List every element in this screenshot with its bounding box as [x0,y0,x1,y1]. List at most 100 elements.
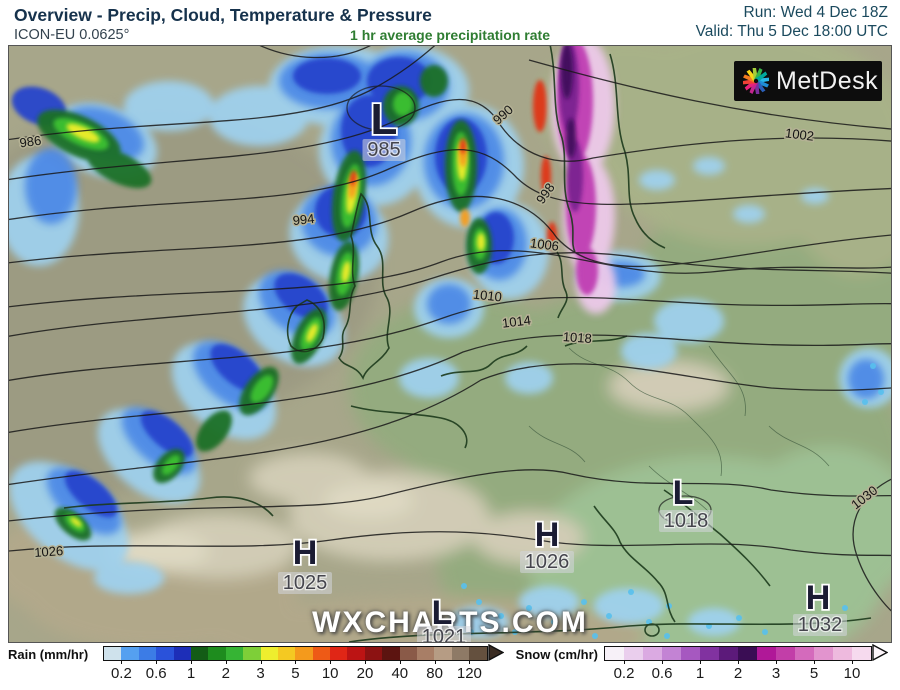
legend-segment [295,647,313,660]
legend-tick-label: 40 [391,665,409,682]
legend-tick-label: 3 [256,665,265,682]
legend-tick [121,660,123,664]
metdesk-pinwheel-icon [743,68,769,94]
metdesk-logo-text: MetDesk [776,66,879,95]
legend-segment [190,647,209,660]
snow-colorbar [604,646,872,661]
legend-tick [662,660,663,664]
isobar-label: 994 [292,211,315,228]
legend-segment [399,647,418,660]
isobar-label: 986 [19,133,43,151]
legend-segment [719,647,738,660]
legend-tick-label: 0.6 [651,665,673,682]
isobar-label: 1002 [784,125,815,143]
legend-segment [643,647,662,660]
legend-segment [121,647,139,660]
legend-segment [208,647,226,660]
legend-tick-label: 80 [426,665,443,682]
legend-segment [662,647,681,660]
rain-legend-arrow [488,644,504,661]
legend-segment [260,647,278,660]
legend-segment [138,647,157,660]
header: Overview - Precip, Cloud, Temperature & … [0,0,900,45]
legend-segment [605,647,624,660]
snow-legend-title: Snow (cm/hr) [515,647,598,662]
legend-tick [700,660,701,664]
rain-legend-title: Rain (mm/hr) [8,647,89,662]
legend-segment [173,647,191,660]
legend-segment [833,647,852,660]
legend-tick-label: 3 [771,665,781,682]
legend-tick-label: 120 [456,665,482,682]
borders [528,345,830,513]
legend-segment [852,647,871,660]
page-title: Overview - Precip, Cloud, Temperature & … [14,5,432,25]
legend-tick-label: 0.2 [110,665,132,682]
legend-tick-label: 1 [695,665,705,682]
legend-segment [364,647,383,660]
legend-tick-label: 0.2 [613,665,635,682]
legend-segment [795,647,814,660]
isobar-label: 1014 [501,312,532,330]
legend-tick [434,660,436,664]
legend-tick [738,660,739,664]
precip-red [349,80,557,250]
legend-segment [347,647,365,660]
legend-segment [243,647,261,660]
legend-segment [776,647,795,660]
legend-segment [469,647,487,660]
legend-segment [330,647,348,660]
rain-colorbar [103,646,488,661]
legend-segment [681,647,700,660]
legend-tick [399,660,401,664]
legend-tick [469,660,471,664]
legend-tick [260,660,262,664]
snow-legend-arrow [872,644,888,661]
weather-map: 986 990 994 998 1002 1006 1010 1014 1018 1026 1030… [8,45,892,643]
legend-tick [225,660,227,664]
isobar-label: 1006 [529,235,560,253]
legend-segment [700,647,719,660]
layer-subtitle: 1 hr average precipitation rate [350,27,550,43]
legend-tick [156,660,158,664]
legend-strip: Rain (mm/hr) Snow (cm/hr) 0.2 0.6 1 2 3 5 10 20… [0,643,900,690]
isobar-label: 1018 [562,329,592,346]
metdesk-logo: MetDesk [734,61,882,101]
legend-tick-label: 5 [291,665,300,682]
legend-segment [277,647,296,660]
legend-tick-label: 20 [356,665,374,682]
legend-segment [451,647,470,660]
legend-tick [330,660,332,664]
isobar-label: 1010 [472,287,502,305]
legend-segment [382,647,400,660]
legend-tick-label: 1 [186,665,196,682]
legend-tick-label: 5 [809,665,819,682]
isobars [9,46,891,612]
legend-tick-label: 2 [221,665,230,682]
model-label: ICON-EU 0.0625° [14,27,130,43]
legend-segment [814,647,833,660]
legend-tick [776,660,777,664]
legend-segment [624,647,643,660]
coastlines [63,46,872,642]
isobar-label: 1026 [34,543,64,560]
legend-tick [624,660,625,664]
legend-tick [852,660,853,664]
legend-segment [434,647,452,660]
legend-tick [365,660,366,664]
legend-tick [814,660,815,664]
legend-segment [312,647,331,660]
legend-segment [417,647,435,660]
legend-segment [104,647,122,660]
legend-tick [191,660,192,664]
legend-tick-label: 10 [321,665,339,682]
legend-segment [738,647,757,660]
legend-tick-label: 2 [733,665,743,682]
watermark: WXCHARTS.COM [312,606,588,639]
legend-segment [757,647,776,660]
legend-tick-label: 10 [843,665,861,682]
legend-tick-label: 0.6 [145,665,167,682]
